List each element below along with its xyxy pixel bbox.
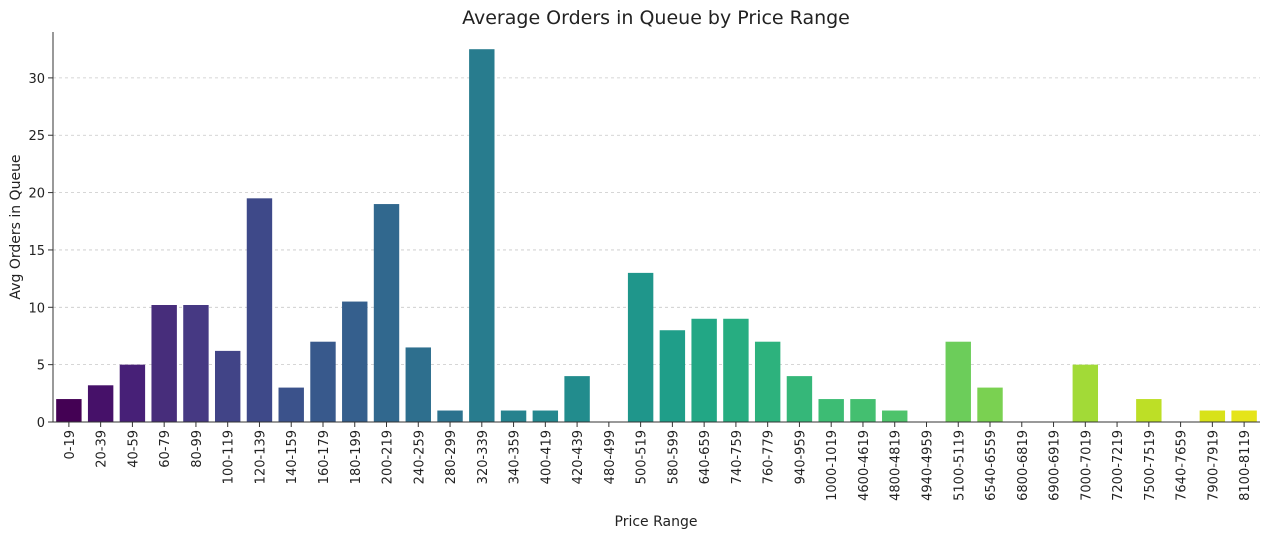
bar-7900-7919 <box>1199 410 1226 422</box>
x-tick-label: 940-959 <box>793 430 808 484</box>
bar-100-119 <box>214 350 241 422</box>
x-tick-label: 60-79 <box>158 430 173 468</box>
bar-4800-4819 <box>882 410 908 422</box>
x-tick-label: 6900-6919 <box>1048 430 1063 501</box>
x-tick-label: 760-779 <box>762 430 777 484</box>
x-tick-label: 740-759 <box>730 430 745 484</box>
x-tick-label: 4940-4959 <box>920 430 935 501</box>
x-tick-label: 400-419 <box>539 430 554 484</box>
bar-20-39 <box>87 385 114 422</box>
x-tick-label: 40-59 <box>126 430 141 468</box>
y-axis-title: Avg Orders in Queue <box>8 154 24 299</box>
bars <box>56 49 1257 423</box>
x-tick-label: 320-339 <box>476 430 491 484</box>
x-tick-label: 7900-7919 <box>1206 430 1221 501</box>
bar-180-199 <box>342 301 368 422</box>
x-tick-label: 4800-4819 <box>889 430 904 501</box>
x-tick-label: 8100-8119 <box>1238 430 1253 501</box>
bar-120-139 <box>246 198 273 422</box>
x-tick-label: 340-359 <box>508 430 523 484</box>
bar-4600-4619 <box>850 399 876 422</box>
bar-280-299 <box>437 410 463 422</box>
x-tick-label: 160-179 <box>317 430 332 484</box>
bar-240-259 <box>405 347 431 422</box>
bar-400-419 <box>532 410 559 422</box>
x-tick-label: 7000-7019 <box>1079 430 1094 501</box>
y-ticks: 0 5 10 15 20 25 30 <box>28 72 53 431</box>
x-tick-label: 7200-7219 <box>1111 430 1126 501</box>
bar-340-359 <box>500 410 527 422</box>
x-tick-label: 20-39 <box>95 430 110 468</box>
x-tick-label: 1000-1019 <box>825 430 840 501</box>
y-tick-label: 15 <box>28 244 45 259</box>
bar-320-339 <box>469 49 495 423</box>
grid-lines <box>53 77 1260 366</box>
x-tick-label: 7640-7659 <box>1175 430 1190 501</box>
x-tick-label: 140-159 <box>285 430 300 484</box>
bar-7500-7519 <box>1136 399 1162 422</box>
bar-8100-8119 <box>1231 410 1257 422</box>
x-tick-label: 580-599 <box>666 430 681 484</box>
bar-580-599 <box>659 330 686 422</box>
x-tick-label: 280-299 <box>444 430 459 484</box>
axes <box>52 32 1260 423</box>
bar-1000-1019 <box>818 399 844 422</box>
bar-140-159 <box>278 387 304 422</box>
x-tick-label: 200-219 <box>381 430 396 484</box>
x-tick-label: 0-19 <box>63 430 78 460</box>
x-tick-label: 500-519 <box>635 430 650 484</box>
bar-6540-6559 <box>977 387 1003 422</box>
x-tick-label: 180-199 <box>349 430 364 484</box>
bar-420-439 <box>564 376 590 422</box>
bar-500-519 <box>627 272 654 422</box>
bar-80-99 <box>183 305 209 422</box>
bar-200-219 <box>373 204 400 422</box>
x-tick-label: 80-99 <box>190 430 205 468</box>
y-tick-label: 30 <box>28 72 45 87</box>
bar-40-59 <box>119 364 146 422</box>
bar-940-959 <box>786 376 813 422</box>
chart-title: Average Orders in Queue by Price Range <box>462 7 850 29</box>
bar-60-79 <box>151 305 177 422</box>
x-tick-label: 640-659 <box>698 430 713 484</box>
x-tick-label: 6800-6819 <box>1016 430 1031 501</box>
x-tick-label: 240-259 <box>412 430 427 484</box>
x-axis-title: Price Range <box>615 514 698 530</box>
y-tick-label: 5 <box>37 359 45 374</box>
y-tick-label: 25 <box>28 129 45 144</box>
x-ticks: 0-19 20-39 40-59 60-79 80-99 100-119 120-139 14… <box>63 422 1253 501</box>
x-tick-label: 5100-5119 <box>952 430 967 501</box>
bar-760-779 <box>754 341 781 422</box>
x-tick-label: 120-139 <box>253 430 268 484</box>
bar-640-659 <box>691 318 717 422</box>
bar-160-179 <box>310 341 336 422</box>
x-tick-label: 4600-4619 <box>857 430 872 501</box>
x-tick-label: 480-499 <box>603 430 618 484</box>
y-tick-label: 0 <box>37 416 45 431</box>
y-tick-label: 20 <box>28 187 45 202</box>
x-tick-label: 420-439 <box>571 430 586 484</box>
y-tick-label: 10 <box>28 301 45 316</box>
x-tick-label: 7500-7519 <box>1143 430 1158 501</box>
bar-7000-7019 <box>1072 364 1099 422</box>
bar-0-19 <box>56 399 82 422</box>
bar-740-759 <box>723 318 749 422</box>
bar-5100-5119 <box>945 341 971 422</box>
x-tick-label: 100-119 <box>222 430 237 484</box>
x-tick-label: 6540-6559 <box>984 430 999 501</box>
